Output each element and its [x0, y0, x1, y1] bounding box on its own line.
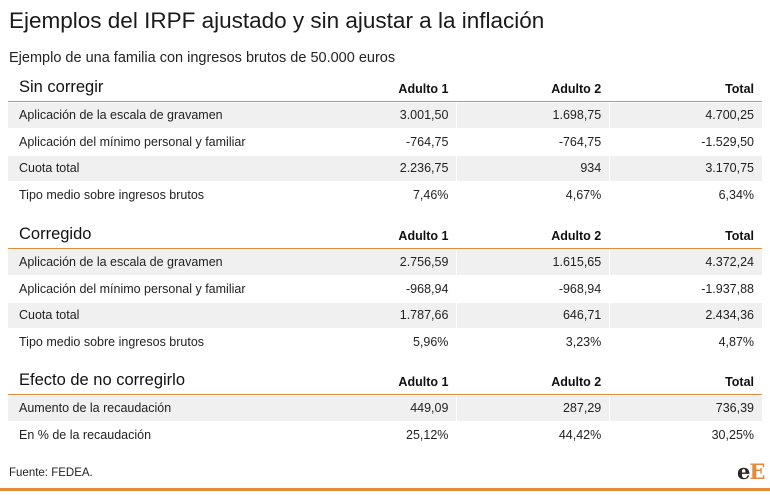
row-label: En % de la recaudación	[19, 427, 152, 442]
cell-adulto-2: 287,29	[457, 396, 610, 421]
cell-adulto-1: 5,96%	[412, 334, 449, 349]
column-header-adulto-2: Adulto 2	[551, 375, 602, 389]
cell-adulto-1: 3.001,50	[313, 103, 457, 128]
cell-adulto-1: 7,46%	[412, 187, 449, 202]
cell-adulto-1: 1.787,66	[313, 303, 457, 328]
row-label: Cuota total	[8, 303, 314, 328]
table-row: Tipo medio sobre ingresos brutos 5,96% 3…	[8, 329, 762, 356]
cell-adulto-1: -968,94	[406, 281, 449, 296]
cell-total: 4,87%	[718, 334, 755, 349]
table-row: En % de la recaudación 25,12% 44,42% 30,…	[8, 422, 762, 449]
cell-adulto-1: -764,75	[406, 134, 449, 149]
source-note: Fuente: FEDEA.	[9, 467, 93, 479]
cell-adulto-2: 646,71	[457, 303, 610, 328]
cell-adulto-2: 3,23%	[565, 334, 602, 349]
row-label: Aplicación de la escala de gravamen	[8, 103, 314, 128]
table-row: Cuota total 1.787,66 646,71 2.434,36	[8, 302, 763, 329]
table-efecto: Efecto de no corregirlo Adulto 1 Adulto …	[8, 369, 763, 449]
table-header: Corregido Adulto 1 Adulto 2 Total	[8, 223, 762, 249]
cell-adulto-2: 1.698,75	[457, 103, 610, 128]
cell-adulto-1: 2.236,75	[313, 156, 457, 181]
table-header: Sin corregir Adulto 1 Adulto 2 Total	[8, 76, 762, 102]
section-heading: Efecto de no corregirlo	[19, 371, 186, 389]
column-header-adulto-2: Adulto 2	[551, 229, 602, 243]
cell-total: 6,34%	[718, 187, 755, 202]
cell-adulto-1: 449,09	[313, 396, 457, 421]
row-label: Aplicación del mínimo personal y familia…	[19, 134, 246, 149]
table-row: Aplicación de la escala de gravamen 2.75…	[8, 249, 763, 276]
row-label: Tipo medio sobre ingresos brutos	[19, 334, 205, 349]
page-subtitle: Ejemplo de una familia con ingresos brut…	[9, 50, 396, 66]
cell-adulto-2: 1.615,65	[457, 250, 610, 275]
column-header-adulto-1: Adulto 1	[398, 229, 449, 243]
row-label: Cuota total	[8, 156, 314, 181]
column-header-adulto-1: Adulto 1	[398, 375, 449, 389]
cell-total: -1.529,50	[701, 134, 755, 149]
cell-total: 3.170,75	[610, 156, 763, 181]
table-row: Aplicación del mínimo personal y familia…	[8, 276, 762, 303]
table-row: Aplicación de la escala de gravamen 3.00…	[8, 102, 763, 129]
cell-total: 736,39	[610, 396, 763, 421]
table-row: Tipo medio sobre ingresos brutos 7,46% 4…	[8, 182, 762, 209]
table-row: Aumento de la recaudación 449,09 287,29 …	[8, 395, 763, 422]
cell-adulto-2: 934	[457, 156, 610, 181]
bottom-accent-bar	[0, 488, 770, 491]
column-header-total: Total	[725, 375, 755, 389]
section-heading: Corregido	[19, 225, 92, 243]
table-header: Efecto de no corregirlo Adulto 1 Adulto …	[8, 369, 762, 395]
cell-adulto-2: -764,75	[558, 134, 602, 149]
section-heading: Sin corregir	[19, 78, 104, 96]
cell-total: 4.700,25	[610, 103, 763, 128]
table-sin-corregir: Sin corregir Adulto 1 Adulto 2 Total Apl…	[8, 76, 763, 209]
cell-adulto-2: -968,94	[558, 281, 602, 296]
column-header-adulto-2: Adulto 2	[551, 82, 602, 96]
row-label: Aplicación del mínimo personal y familia…	[19, 281, 246, 296]
row-label: Tipo medio sobre ingresos brutos	[19, 187, 205, 202]
table-row: Cuota total 2.236,75 934 3.170,75	[8, 155, 763, 182]
logo-letter-E: E	[749, 459, 765, 484]
column-header-total: Total	[725, 82, 755, 96]
cell-adulto-2: 44,42%	[558, 427, 602, 442]
cell-adulto-1: 2.756,59	[313, 250, 457, 275]
cell-adulto-2: 4,67%	[565, 187, 602, 202]
cell-total: 2.434,36	[610, 303, 763, 328]
column-header-adulto-1: Adulto 1	[398, 82, 449, 96]
table-row: Aplicación del mínimo personal y familia…	[8, 129, 762, 156]
brand-logo: eE	[737, 459, 765, 484]
cell-adulto-1: 25,12%	[406, 427, 449, 442]
page-title: Ejemplos del IRPF ajustado y sin ajustar…	[9, 8, 545, 33]
logo-letter-e: e	[737, 459, 750, 484]
cell-total: 30,25%	[711, 427, 755, 442]
row-label: Aumento de la recaudación	[8, 396, 314, 421]
cell-total: 4.372,24	[610, 250, 763, 275]
table-corregido: Corregido Adulto 1 Adulto 2 Total Aplica…	[8, 223, 763, 356]
row-label: Aplicación de la escala de gravamen	[8, 250, 314, 275]
column-header-total: Total	[725, 229, 755, 243]
cell-total: -1.937,88	[701, 281, 755, 296]
